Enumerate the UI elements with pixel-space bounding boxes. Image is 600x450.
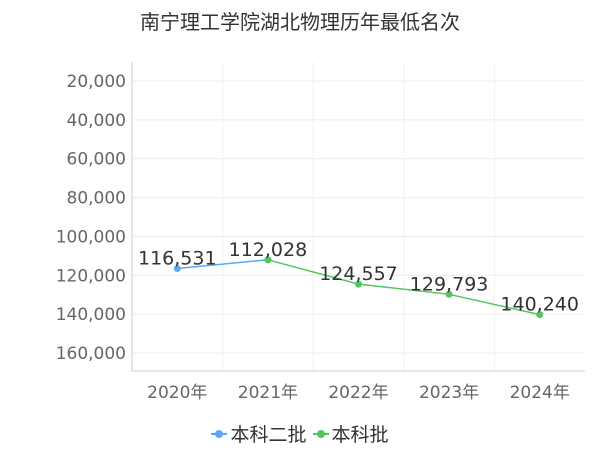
series-line (177, 259, 268, 270)
y-tick-label: 120,000 (56, 266, 126, 286)
x-tick-label: 2021年 (238, 383, 298, 403)
legend-marker-icon (312, 427, 329, 441)
y-tick-label: 20,000 (67, 72, 126, 92)
x-tick-label: 2024年 (510, 383, 570, 403)
data-label: 140,240 (500, 294, 579, 316)
data-label: 129,793 (410, 273, 489, 295)
legend-marker-icon (211, 427, 228, 441)
y-tick-label: 140,000 (56, 305, 126, 325)
data-point (536, 311, 544, 319)
y-tick-label: 100,000 (56, 227, 126, 247)
y-tick-label: 160,000 (56, 344, 126, 364)
y-tick-label: 80,000 (67, 189, 126, 209)
x-tick-label: 2022年 (328, 383, 388, 403)
data-point (445, 290, 453, 298)
data-label: 112,028 (229, 239, 308, 261)
legend-item[interactable]: 本科批 (312, 420, 389, 447)
data-label: 124,557 (319, 263, 398, 285)
y-tick-label: 60,000 (67, 150, 126, 170)
chart-title: 南宁理工学院湖北物理历年最低名次 (140, 10, 460, 34)
data-point (355, 280, 362, 288)
legend-label: 本科二批 (230, 424, 307, 446)
data-point (264, 256, 272, 264)
chart-legend: 本科二批 本科批 (0, 420, 600, 447)
y-tick-label: 40,000 (67, 111, 126, 131)
series-line (267, 259, 540, 316)
legend-label: 本科批 (331, 424, 389, 446)
chart-plot: 20,000 40,000 60,000 80,000 100,000 120,000 14… (56, 62, 585, 403)
data-point (173, 265, 181, 273)
x-tick-label: 2023年 (419, 383, 479, 403)
data-label: 116,531 (138, 248, 217, 270)
x-tick-label: 2020年 (147, 383, 207, 403)
legend-item[interactable]: 本科二批 (211, 420, 307, 447)
